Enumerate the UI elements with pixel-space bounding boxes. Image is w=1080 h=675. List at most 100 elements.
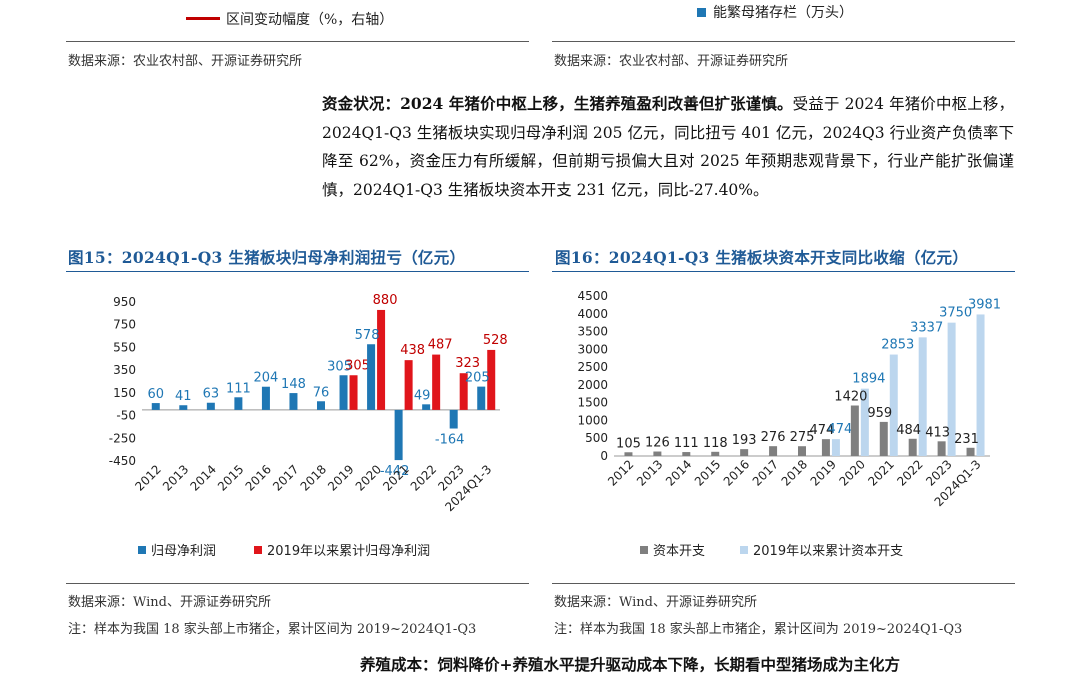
data-label: 880 <box>373 293 398 308</box>
data-label: 578 <box>355 328 380 343</box>
bar-capex <box>740 449 749 456</box>
data-label: 323 <box>455 356 480 371</box>
x-tick-label: 2018 <box>298 462 329 493</box>
data-label: 126 <box>645 436 670 451</box>
bar-net-profit <box>449 409 458 429</box>
bar-cumulative-profit <box>377 309 386 410</box>
title-divider <box>552 271 1015 272</box>
bar-capex <box>850 405 859 456</box>
data-label: 231 <box>954 432 979 447</box>
title-divider <box>66 271 529 272</box>
data-label: 474 <box>810 423 835 438</box>
data-label: 438 <box>400 343 425 358</box>
legend-line-swatch <box>186 17 220 20</box>
y-tick-label: 1000 <box>577 413 608 427</box>
x-tick-label: 2022 <box>894 457 925 488</box>
data-label: 413 <box>925 425 950 440</box>
data-label: 118 <box>703 436 728 451</box>
paragraph-lead: 资金状况：2024 年猪价中枢上移，生猪养殖盈利改善但扩张谨慎。 <box>322 94 793 113</box>
x-tick-label: 2019 <box>808 457 839 488</box>
source-text: 数据来源：农业农村部、开源证券研究所 <box>68 54 303 69</box>
y-tick-label: 2500 <box>577 360 608 374</box>
y-tick-label: 550 <box>113 340 136 354</box>
data-label: 1420 <box>834 390 867 405</box>
legend-swatch <box>138 546 146 554</box>
y-tick-label: 350 <box>113 363 136 377</box>
bar-cumulative-capex <box>889 354 898 456</box>
x-tick-label: 2018 <box>779 457 810 488</box>
bar-cumulative-capex <box>831 439 840 456</box>
bar-capex <box>653 451 662 456</box>
y-tick-label: -50 <box>116 409 136 423</box>
data-label: 487 <box>428 338 453 353</box>
data-label: 528 <box>483 333 508 348</box>
data-label: 305 <box>345 358 370 373</box>
y-tick-label: 0 <box>600 449 608 463</box>
y-tick-label: -450 <box>109 454 136 468</box>
bar-cumulative-capex <box>918 337 927 456</box>
data-label: 148 <box>281 377 306 392</box>
divider <box>66 41 529 42</box>
data-label: 305 <box>327 359 352 374</box>
x-tick-label: 2020 <box>836 457 867 488</box>
data-label: 3750 <box>939 306 972 321</box>
data-label: 111 <box>226 381 251 396</box>
source-text: 数据来源：Wind、开源证券研究所 <box>554 595 757 610</box>
legend-swatch <box>740 546 748 554</box>
bar-cumulative-profit <box>432 354 441 410</box>
data-label: 76 <box>313 385 330 400</box>
profit-chart: 950 750 550 350 150 -50 -250 -450 60 2012 41 2013 63… <box>109 293 508 559</box>
figure-title-left: 图15：2024Q1-Q3 生猪板块归母净利润扭亏（亿元） <box>68 248 466 267</box>
data-label: 60 <box>147 387 164 402</box>
section-heading-cut: 养殖成本：饲料降价+养殖水平提升驱动成本下降，长期看中型猪场成为主化方 <box>360 655 900 674</box>
data-label: 474 <box>828 422 853 437</box>
y-tick-label: 4500 <box>577 289 608 303</box>
source-text: 数据来源：Wind、开源证券研究所 <box>68 595 271 610</box>
data-label: 63 <box>203 387 220 402</box>
data-label: -164 <box>435 433 465 448</box>
legend-square-swatch <box>697 8 706 17</box>
bar-net-profit <box>261 386 270 410</box>
x-tick-label: 2019 <box>325 462 356 493</box>
bar-cumulative-profit <box>349 375 358 410</box>
x-tick-label: 2016 <box>721 457 752 488</box>
legend-label: 能繁母猪存栏（万头） <box>713 5 853 21</box>
data-label: 1894 <box>852 372 885 387</box>
legend-label: 2019年以来累计归母净利润 <box>267 544 430 559</box>
divider <box>552 41 1015 42</box>
x-tick-label: 2017 <box>750 457 781 488</box>
data-label: 204 <box>254 371 279 386</box>
bar-net-profit <box>394 409 403 461</box>
bar-net-profit <box>234 397 243 410</box>
bar-net-profit <box>206 402 215 410</box>
divider <box>66 583 529 584</box>
bar-net-profit <box>317 401 325 410</box>
y-tick-label: 950 <box>113 295 136 309</box>
bar-cumulative-profit <box>459 373 468 410</box>
legend-label: 区间变动幅度（%，右轴） <box>226 12 394 28</box>
capex-chart: 4500 4000 3500 3000 2500 2000 1500 1000 500 0 105 2… <box>577 289 1001 559</box>
data-label: 2853 <box>881 338 914 353</box>
bar-net-profit <box>422 404 431 410</box>
x-tick-label: 2014 <box>187 462 218 493</box>
bar-capex <box>624 452 633 456</box>
legend-label: 资本开支 <box>653 544 705 559</box>
bar-net-profit <box>289 393 298 410</box>
data-label: 484 <box>896 423 921 438</box>
note-text: 注：样本为我国 18 家头部上市猪企，累计区间为 2019~2024Q1-Q3 <box>68 622 477 637</box>
x-tick-label: 2017 <box>270 462 301 493</box>
x-tick-label: 2013 <box>634 457 665 488</box>
bar-cumulative-capex <box>947 322 956 456</box>
data-label: 276 <box>761 430 786 445</box>
y-tick-label: 1500 <box>577 396 608 410</box>
bar-capex <box>879 421 888 456</box>
y-tick-label: 3500 <box>577 325 608 339</box>
body-paragraph: 资金状况：2024 年猪价中枢上移，生猪养殖盈利改善但扩张谨慎。受益于 2024… <box>322 90 1014 204</box>
bar-capex <box>682 452 691 456</box>
y-tick-label: 2000 <box>577 378 608 392</box>
bar-capex <box>711 451 720 456</box>
bar-net-profit <box>339 375 348 410</box>
data-label: 193 <box>732 433 757 448</box>
data-label: 275 <box>790 430 815 445</box>
divider <box>552 583 1015 584</box>
